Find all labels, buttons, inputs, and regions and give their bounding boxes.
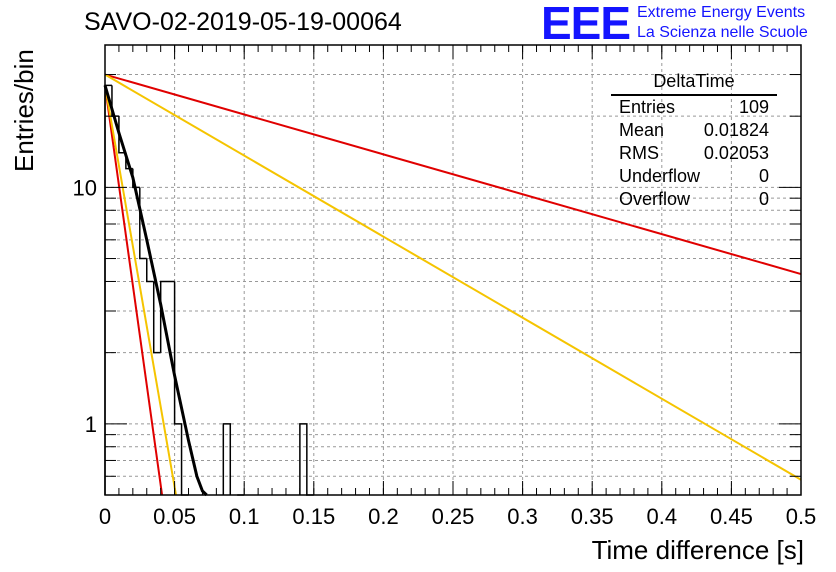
stats-label: Underflow: [619, 166, 701, 186]
x-tick-label: 0.5: [786, 504, 817, 529]
stats-box: DeltaTime Entries 109 Mean 0.01824 RMS 0…: [611, 71, 777, 211]
fit-line: [104, 85, 177, 496]
fit-line: [104, 73, 802, 481]
stats-row: Mean 0.01824: [611, 119, 777, 142]
fit-line: [104, 73, 802, 275]
stats-value: 0: [758, 166, 769, 186]
y-tick-labels: 1 10: [73, 175, 97, 436]
stats-row: Overflow 0: [611, 188, 777, 211]
histogram: [104, 84, 314, 496]
x-tick-label: 0.05: [153, 504, 196, 529]
stats-label: Mean: [619, 120, 665, 140]
stats-value: 0.02053: [703, 143, 769, 163]
stats-value: 0: [758, 189, 769, 209]
x-tick-label: 0.3: [507, 504, 538, 529]
x-tick-labels: 0 0.05 0.1 0.15 0.2 0.25 0.3 0.35 0.4 0.45 0.5: [99, 504, 816, 529]
y-tick-label: 10: [73, 175, 97, 200]
stats-row: Underflow 0: [611, 165, 777, 188]
stats-row: Entries 109: [611, 96, 777, 119]
grid-lines: [105, 44, 801, 496]
x-tick-label: 0.25: [432, 504, 475, 529]
axis-ticks: [104, 44, 802, 496]
x-tick-label: 0.1: [229, 504, 260, 529]
stats-value: 109: [738, 97, 769, 117]
x-tick-label: 0.4: [647, 504, 678, 529]
run-title: SAVO-02-2019-05-19-00064: [84, 8, 402, 36]
histogram-bars: [104, 84, 314, 496]
y-axis-label: Entries/bin: [9, 49, 39, 172]
stats-label: RMS: [619, 143, 659, 163]
x-tick-label: 0.45: [710, 504, 753, 529]
fit-line: [104, 85, 164, 496]
x-tick-label: 0.15: [292, 504, 335, 529]
x-tick-label: 0.35: [571, 504, 614, 529]
stats-row: RMS 0.02053: [611, 142, 777, 165]
x-axis-label: Time difference [s]: [591, 535, 804, 565]
stats-label: Overflow: [619, 189, 691, 209]
y-tick-label: 1: [85, 412, 97, 437]
x-tick-label: 0: [99, 504, 111, 529]
stats-value: 0.01824: [703, 120, 769, 140]
logo-line-2: La Scienza nelle Scuole: [637, 24, 808, 41]
eee-logo: EEE: [541, 0, 631, 49]
x-tick-label: 0.2: [368, 504, 399, 529]
stats-label: Entries: [619, 97, 676, 117]
stats-title: DeltaTime: [611, 71, 777, 96]
fit-line: [103, 84, 208, 497]
logo-line-1: Extreme Energy Events: [637, 4, 806, 21]
